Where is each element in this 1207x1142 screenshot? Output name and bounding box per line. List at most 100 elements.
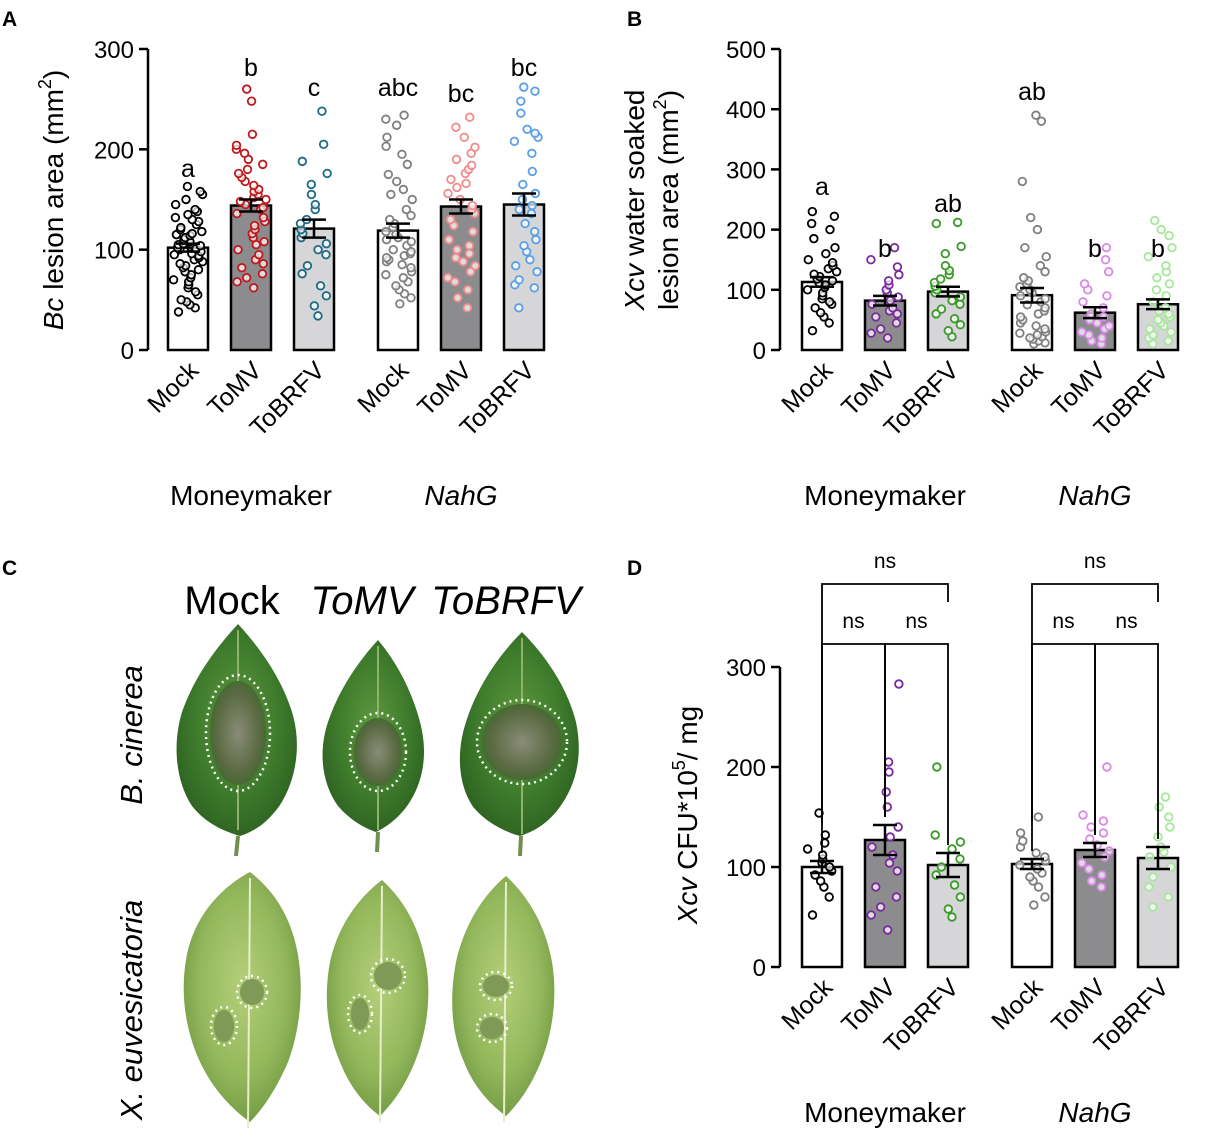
chart-a-point-5-6 [525, 255, 535, 265]
photo-row-b-cinerea: B. cinerea [114, 665, 149, 805]
chart-b-letter-1: b [878, 235, 892, 263]
chart-d-point-5-5 [1144, 852, 1155, 862]
chart-a-point-4-32 [465, 112, 475, 122]
chart-b-point-3-35 [1031, 110, 1041, 120]
chart-d-bracket-label-3: ns [1084, 550, 1106, 573]
chart-a-point-3-9 [406, 263, 416, 273]
chart-a-point-1-22 [261, 194, 271, 205]
chart-d-point-3-7 [1015, 860, 1025, 870]
chart-b-point-3-7 [1015, 328, 1025, 338]
chart-d-point-5-9 [1165, 822, 1175, 832]
photo-row-x-euvesicatoria: X. euvesicatoria [114, 900, 149, 1122]
chart-a-letter-1: b [244, 54, 258, 82]
chart-a-ytick-label-0: 0 [121, 338, 134, 365]
leaf-bc-tomv [322, 640, 425, 853]
chart-d-bracket-label-0: ns [874, 550, 896, 573]
panel-label-d: D [627, 557, 642, 580]
chart-b-point-4-13 [1102, 291, 1112, 301]
chart-b-ylabel-close: ) [653, 90, 684, 99]
chart-b-point-2-2 [955, 320, 966, 330]
chart-d-point-5-0 [1148, 902, 1158, 912]
chart-b-point-3-30 [1020, 242, 1030, 253]
chart-a-point-1-10 [259, 236, 269, 247]
chart-a-point-3-19 [406, 236, 416, 247]
chart-b-point-2-1 [943, 326, 954, 336]
chart-a-point-2-17 [306, 179, 316, 190]
leaf-xe-tomv [326, 880, 429, 1123]
chart-a-point-4-26 [466, 160, 477, 171]
chart-b-point-5-20 [1143, 251, 1154, 262]
chart-a-cat-label-0: Mock [142, 356, 204, 418]
chart-a-point-1-7 [254, 249, 264, 260]
chart-b-point-2-17 [940, 248, 950, 259]
chart-a-point-4-3 [450, 277, 460, 287]
chart-d-point-5-1 [1163, 892, 1173, 902]
chart-a-point-1-0 [248, 283, 259, 293]
chart-d-point-0-6 [824, 862, 835, 872]
chart-b-point-0-21 [827, 258, 838, 268]
chart-d-bracket-label-1: ns [842, 610, 864, 633]
chart-b-point-3-34 [1036, 116, 1047, 126]
chart-a-point-5-20 [509, 136, 520, 147]
chart-b-point-3-10 [1031, 321, 1041, 331]
chart-d-point-2-8 [955, 837, 966, 847]
chart-d-point-4-13 [1102, 762, 1112, 772]
chart-d-point-1-3 [891, 892, 902, 902]
chart-b-point-3-9 [1040, 324, 1050, 334]
chart-d-ylabel-sup: 5 [669, 760, 689, 770]
chart-a-point-0-10 [168, 275, 179, 285]
chart-a-point-5-13 [514, 204, 524, 215]
chart-a-point-4-7 [458, 257, 468, 267]
chart-a-ylabel-sup: 2 [35, 79, 55, 89]
chart-d-point-1-2 [875, 902, 886, 912]
chart-b-ylabel-sup: 2 [650, 99, 670, 109]
chart-d-point-0-3 [815, 876, 826, 886]
chart-a-point-1-4 [237, 263, 247, 273]
chart-a-point-0-17 [175, 259, 185, 269]
chart-d-ytick-label-0: 0 [753, 955, 766, 982]
chart-a-point-3-4 [391, 281, 401, 291]
chart-a-point-1-17 [232, 208, 242, 219]
chart-b-point-1-5 [892, 309, 902, 319]
chart-a-point-0-0 [173, 307, 184, 317]
chart-d-bracket-label-5: ns [1115, 610, 1137, 633]
chart-a-ytick-label-3: 300 [94, 37, 134, 64]
chart-a-point-5-0 [514, 303, 524, 313]
chart-b-point-2-3 [949, 313, 960, 324]
chart-a-point-4-20 [443, 188, 453, 199]
chart-d-group-label-1: NahG [1058, 1097, 1131, 1128]
chart-a-point-2-8 [321, 238, 332, 249]
chart-b-point-3-13 [1015, 312, 1026, 322]
chart-d-ytick-label-3: 300 [726, 655, 766, 682]
chart-d-bracket-2 [884, 643, 949, 845]
chart-b-point-5-21 [1167, 242, 1177, 253]
chart-a-letter-0: a [181, 155, 195, 183]
chart-a-point-0-43 [170, 212, 181, 223]
chart-a-letter-4: bc [448, 80, 474, 108]
chart-a-point-1-16 [258, 212, 269, 223]
chart-b-point-2-18 [956, 241, 966, 252]
chart-d-point-1-1 [866, 910, 876, 920]
chart-a-point-1-19 [258, 202, 268, 213]
chart-d-ylabel-close: / mg [672, 706, 703, 760]
leaf-bc-tobrfv [459, 632, 579, 857]
chart-a-point-1-2 [241, 273, 252, 283]
chart-a-point-1-32 [258, 159, 268, 170]
chart-a-point-1-8 [233, 244, 243, 255]
chart-d-point-1-8 [867, 842, 877, 852]
chart-b-ylabel-line2: lesion area (mm2) [650, 90, 684, 310]
chart-d-point-1-14 [883, 757, 894, 767]
chart-a-point-5-26 [530, 86, 540, 96]
chart-a-point-1-3 [257, 269, 268, 279]
chart-b-water-soaked-area: 0100200300400500aMockbToMVabToBRFVabMock… [726, 37, 1180, 511]
chart-a-letter-3: abc [378, 74, 418, 102]
chart-a-point-5-8 [519, 240, 529, 251]
chart-a-point-3-1 [406, 293, 416, 303]
chart-d-bracket-label-2: ns [905, 610, 927, 633]
chart-d-point-3-2 [1033, 882, 1044, 892]
chart-b-point-0-10 [802, 285, 813, 295]
chart-a-point-2-19 [297, 156, 308, 167]
chart-d-point-4-12 [1078, 810, 1088, 820]
chart-a-point-1-14 [249, 220, 260, 231]
chart-a-point-5-4 [532, 267, 542, 277]
